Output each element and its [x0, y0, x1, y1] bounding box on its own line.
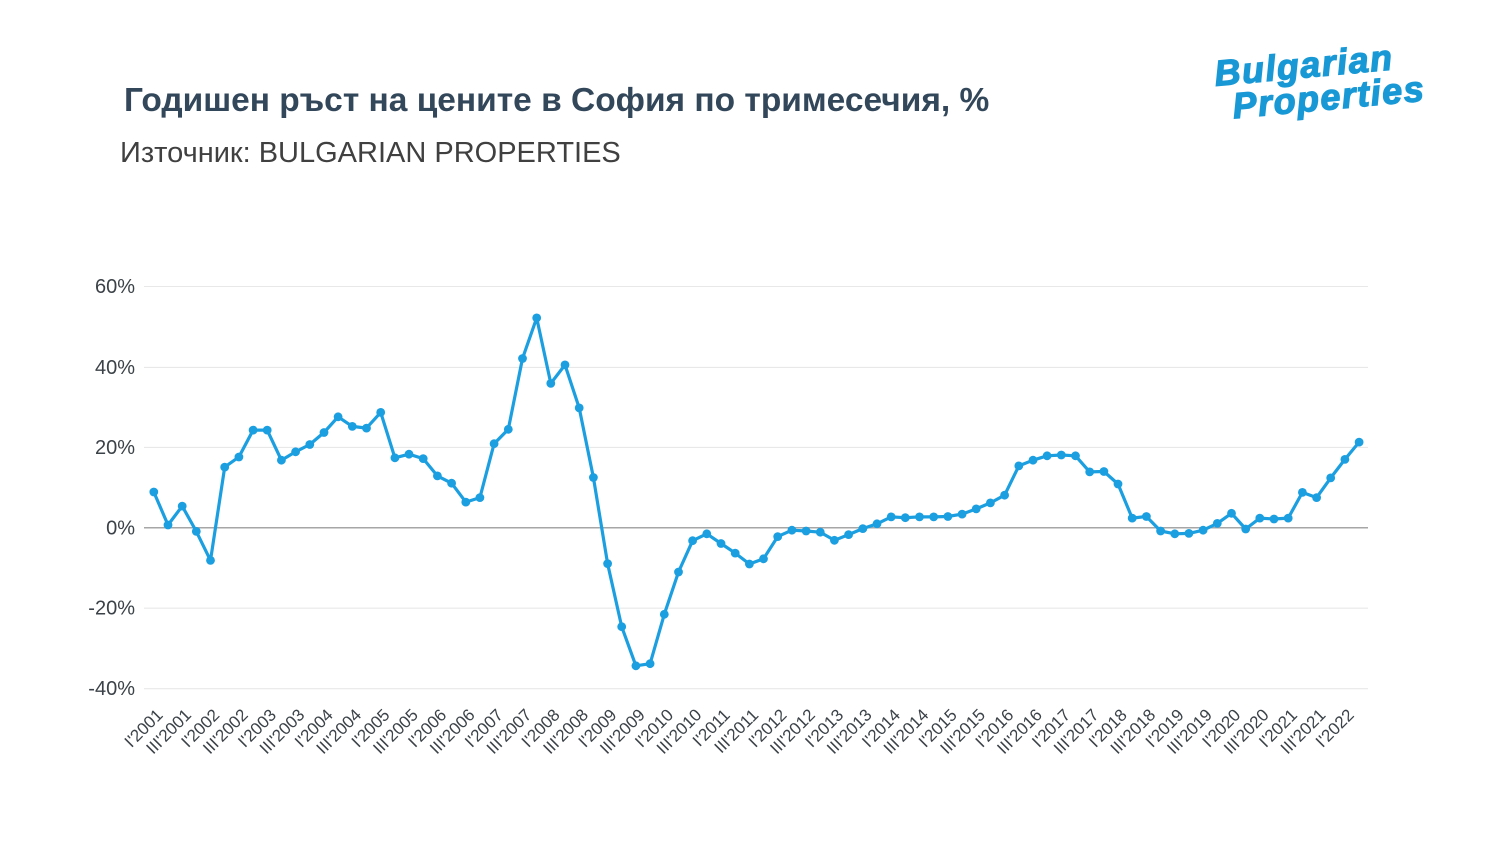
svg-text:60%: 60% [95, 276, 135, 298]
svg-text:40%: 40% [95, 357, 135, 379]
svg-text:-40%: -40% [88, 678, 135, 700]
svg-text:0%: 0% [106, 517, 135, 539]
svg-text:20%: 20% [95, 437, 135, 459]
svg-text:-20%: -20% [88, 598, 135, 620]
